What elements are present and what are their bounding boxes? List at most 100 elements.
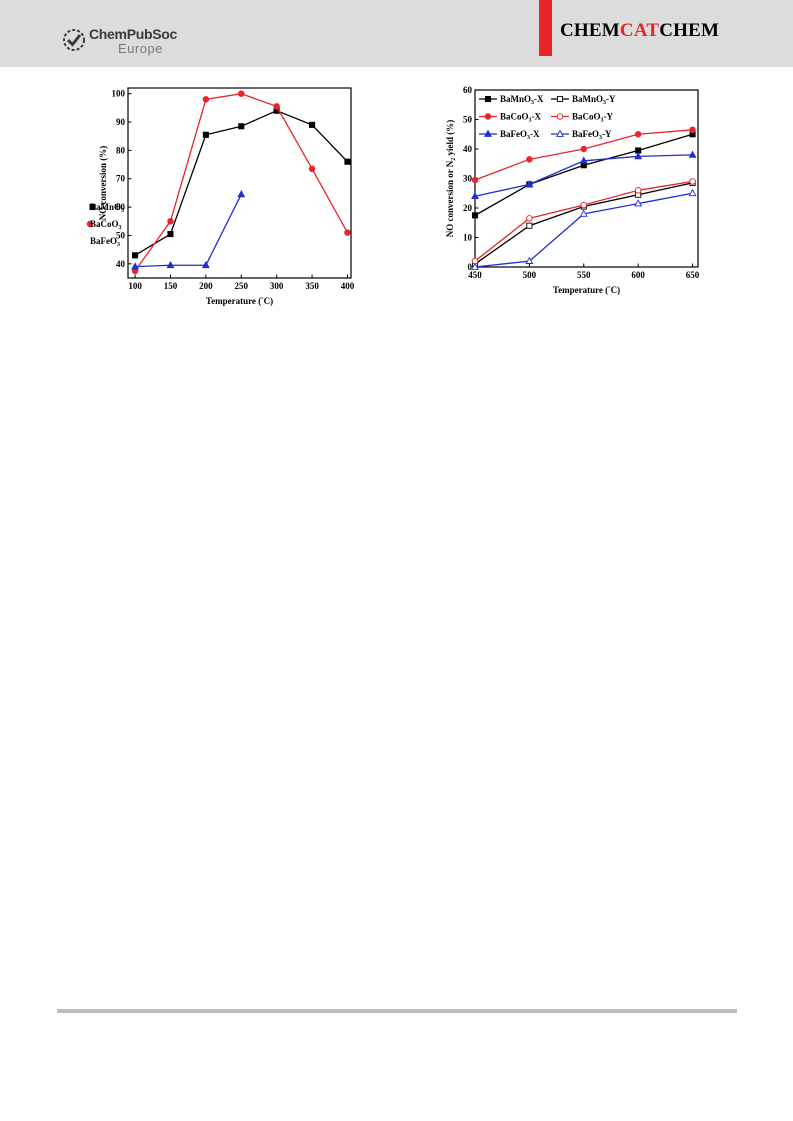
journal-title-part3: CHEM <box>659 20 720 41</box>
legend-label: BaCoO3​-X <box>500 112 542 124</box>
y-tick-label: 80 <box>116 145 126 155</box>
legend-label: BaMnO3​ <box>90 202 124 214</box>
data-point-bamno3 <box>132 252 139 259</box>
data-point-bacoo3 <box>167 218 174 225</box>
data-point-bafeo3 <box>237 190 246 198</box>
data-point-bacoo3-x <box>580 145 588 153</box>
data-point-bafeo3-x <box>579 156 588 164</box>
legend-label: BaMnO3​-Y <box>572 94 616 106</box>
data-point-bafeo3-x <box>634 152 643 160</box>
data-point-bacoo3 <box>273 103 280 110</box>
x-tick-label: 500 <box>523 270 537 280</box>
data-point-bafeo3-y <box>688 188 697 197</box>
data-point-bamno3 <box>167 230 174 238</box>
x-tick-label: 450 <box>468 270 482 280</box>
data-point-bacoo3 <box>308 165 316 173</box>
x-tick-label: 600 <box>631 270 645 280</box>
data-point-bacoo3 <box>238 90 245 97</box>
y-tick-label: 100 <box>112 89 126 99</box>
legend-entry-bacoo3-y: BaCoO3​-Y <box>551 112 614 124</box>
x-tick-label: 550 <box>577 270 591 280</box>
x-tick-label: 400 <box>341 281 355 291</box>
data-point-bafeo3-y <box>471 262 479 270</box>
series-bafeo3 <box>131 190 246 270</box>
journal-title-part1: CHEM <box>560 20 620 41</box>
journal-accent-bar <box>539 0 552 56</box>
legend-marker <box>86 220 94 228</box>
legend-label: BaFeO3​ <box>90 236 120 248</box>
data-point-bamno3 <box>309 121 316 128</box>
legend-marker <box>484 113 492 120</box>
series-line-bacoo3-y <box>474 180 693 262</box>
x-tick-label: 150 <box>164 281 178 291</box>
data-point-bacoo3 <box>344 229 351 236</box>
journal-title-part2: CAT <box>619 20 660 41</box>
data-point-bamno3 <box>344 158 351 165</box>
x-tick-label: 650 <box>686 270 700 280</box>
data-point-bafeo3 <box>201 260 210 269</box>
series-bamno3 <box>132 107 351 259</box>
series-bacoo3-x <box>471 126 696 184</box>
x-tick-label: 350 <box>305 281 319 291</box>
data-point-bafeo3 <box>166 260 175 269</box>
legend-marker <box>89 203 96 211</box>
journal-title: CHEMCATCHEM <box>560 20 719 42</box>
legend-entry-bamno3-x: BaMnO3​-X <box>479 94 544 106</box>
x-tick-label: 250 <box>235 281 249 291</box>
y-tick-label: 60 <box>116 202 126 212</box>
legend-marker <box>556 95 564 103</box>
data-point-bafeo3-x <box>688 150 697 158</box>
series-line-bacoo3 <box>134 93 349 272</box>
logo-text-chempubsoc: ChemPubSoc <box>89 26 178 42</box>
series-bacoo3-y <box>471 178 696 265</box>
series-bafeo3-x <box>471 150 697 200</box>
y-tick-label: 40 <box>116 259 126 269</box>
data-point-bacoo3-x <box>689 126 696 134</box>
x-axis-label: Temperature (°C) <box>206 296 273 306</box>
y-tick-label: 50 <box>116 230 126 240</box>
legend-entry-bacoo3-x: BaCoO3​-X <box>479 112 542 124</box>
series-line-bafeo3 <box>135 194 242 268</box>
legend-label: BaCoO3​-Y <box>572 112 614 124</box>
data-point-bafeo3 <box>131 262 140 270</box>
data-point-bacoo3-x <box>634 131 642 138</box>
y-tick-label: 50 <box>463 115 473 125</box>
data-point-bamno3-y <box>526 222 533 229</box>
series-line-bamno3 <box>134 109 348 256</box>
data-point-bafeo3-y <box>579 209 588 217</box>
publisher-logo: ChemPubSoc Europe <box>62 26 212 60</box>
checkmark-seal-icon <box>63 29 85 51</box>
x-tick-label: 100 <box>128 281 142 291</box>
data-point-bamno3 <box>238 123 245 130</box>
data-point-bacoo3-x <box>471 176 479 184</box>
plot-frame <box>127 87 352 279</box>
page-header: ChemPubSoc Europe CHEMCATCHEM <box>0 0 793 67</box>
legend-label: BaFeO3​-Y <box>572 129 612 141</box>
chart-no-conversion-n2-yield: 450 500 550 600 650 0 10 20 30 40 50 60 Temperature … <box>445 85 700 295</box>
legend-marker <box>484 129 492 137</box>
x-axis-label: Temperature (°C) <box>553 285 620 295</box>
logo-text-europe: Europe <box>118 41 163 56</box>
legend-entry-bacoo3: BaCoO3​ <box>86 219 122 231</box>
y-axis-label: NO conversion or N2​ yield (%) <box>445 120 457 238</box>
legend-label: BaCoO3​ <box>90 219 122 231</box>
y-axis-label: NO conversion (%) <box>98 146 108 221</box>
legend-entry-bamno3: BaMnO3​ <box>89 202 124 214</box>
legend-marker <box>484 95 492 103</box>
x-tick-label: 200 <box>199 281 213 291</box>
series-bacoo3 <box>131 90 351 275</box>
data-point-bafeo3-x <box>525 180 534 188</box>
legend-entry-bafeo3-y: BaFeO3​-Y <box>551 129 612 141</box>
y-tick-label: 30 <box>463 174 473 184</box>
series-line-bamno3-y <box>474 182 693 265</box>
data-point-bafeo3-y <box>634 199 643 207</box>
data-point-bacoo3-y <box>580 201 588 209</box>
data-point-bacoo3-y <box>689 178 696 185</box>
data-point-bafeo3-y <box>525 256 534 264</box>
x-tick-label: 300 <box>270 281 284 291</box>
legend-marker <box>556 129 564 137</box>
data-point-bamno3-x <box>471 212 479 219</box>
y-tick-label: 90 <box>116 117 126 127</box>
legend-entry-bamno3-y: BaMnO3​-Y <box>551 94 616 106</box>
legend-label: BaMnO3​-X <box>500 94 544 106</box>
